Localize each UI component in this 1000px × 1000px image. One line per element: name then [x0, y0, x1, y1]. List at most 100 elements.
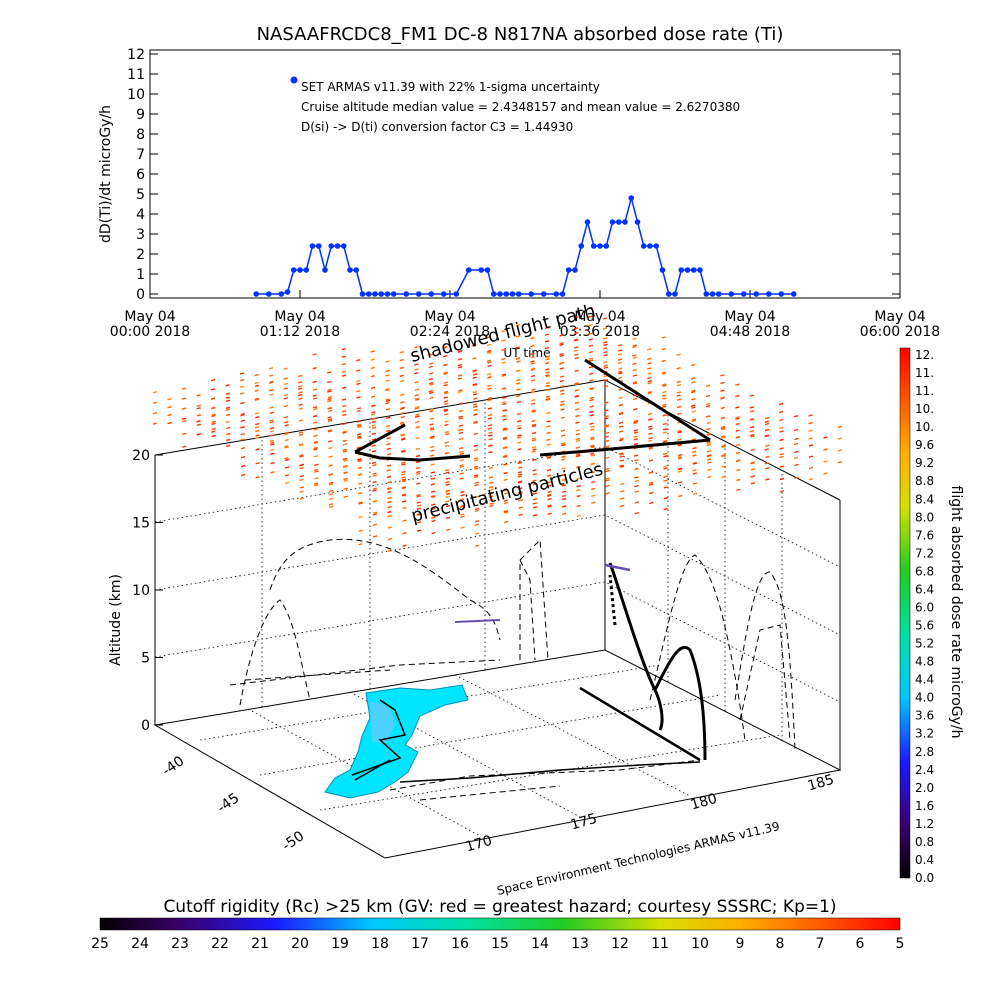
particle-mark — [648, 446, 653, 449]
particle-mark — [443, 396, 448, 399]
particle-mark — [314, 477, 319, 480]
particle-mark — [545, 357, 550, 361]
particle-mark — [402, 544, 407, 547]
particle-mark — [532, 506, 538, 509]
particle-mark — [634, 511, 639, 515]
particle-mark — [518, 466, 523, 469]
particle-mark — [458, 349, 463, 353]
particle-mark — [720, 396, 726, 400]
particle-mark — [313, 421, 318, 424]
particle-mark — [372, 535, 378, 538]
particle-mark — [182, 432, 187, 436]
particle-mark — [472, 383, 478, 386]
particle-mark — [779, 477, 785, 481]
particle-mark — [445, 528, 451, 532]
particle-mark — [414, 354, 419, 358]
particle-mark — [489, 504, 494, 508]
particle-mark — [677, 470, 683, 473]
particle-mark — [371, 449, 377, 453]
particle-mark — [633, 438, 638, 441]
particle-mark — [372, 487, 377, 490]
particle-mark — [691, 389, 696, 392]
particle-mark — [460, 490, 465, 494]
particle-mark — [443, 390, 449, 394]
particle-mark — [691, 406, 696, 409]
particle-mark — [706, 402, 711, 406]
particle-mark — [270, 443, 275, 446]
particle-mark — [489, 486, 494, 489]
particle-mark — [721, 455, 727, 458]
particle-mark — [517, 427, 522, 430]
particle-mark — [428, 362, 434, 365]
particle-mark — [501, 400, 507, 404]
particle-mark — [574, 356, 579, 360]
particle-mark — [487, 376, 492, 379]
particle-mark — [544, 326, 550, 330]
data-point — [353, 267, 360, 273]
particle-mark — [561, 473, 567, 477]
particle-mark — [489, 481, 494, 484]
particle-mark — [240, 473, 246, 477]
particle-mark — [618, 376, 623, 380]
particle-mark — [793, 428, 799, 432]
particle-mark — [532, 479, 537, 482]
particle-mark — [430, 483, 436, 486]
particle-mark — [633, 407, 638, 411]
particle-mark — [721, 427, 726, 431]
particle-mark — [269, 406, 274, 409]
particle-mark — [560, 384, 565, 388]
particle-mark — [269, 419, 274, 422]
particle-mark — [430, 428, 435, 431]
particle-mark — [386, 452, 392, 456]
particle-mark — [706, 415, 711, 418]
particle-mark — [765, 466, 770, 470]
data-point — [572, 267, 578, 273]
particle-mark — [518, 480, 523, 483]
data-point — [497, 291, 503, 297]
particle-mark — [415, 447, 420, 451]
particle-mark — [472, 376, 477, 379]
particle-mark — [240, 455, 246, 459]
particle-mark — [545, 375, 551, 378]
particle-mark — [603, 351, 608, 354]
particle-mark — [328, 483, 334, 486]
longitude-tick-label: 170 — [464, 833, 494, 856]
particle-mark — [343, 495, 348, 498]
cutoff-rigidity-ticks: 25 24 23 22 21 20 19 18 17 16 15 14 13 12 11 10 9 8 7 6 5 — [91, 936, 904, 952]
particle-mark — [576, 489, 581, 492]
particle-mark — [342, 450, 348, 453]
particle-mark — [328, 440, 333, 443]
particle-mark — [764, 462, 769, 465]
particle-mark — [284, 481, 290, 485]
particle-mark — [605, 484, 610, 488]
particle-mark — [602, 347, 608, 350]
particle-mark — [254, 381, 259, 385]
particle-mark — [676, 391, 682, 394]
particle-mark — [458, 402, 463, 405]
particle-mark — [633, 454, 639, 457]
particle-mark — [387, 490, 392, 494]
particle-mark — [589, 387, 595, 391]
particle-mark — [240, 414, 245, 417]
data-point — [753, 291, 760, 297]
particle-mark — [647, 372, 652, 375]
particle-mark — [661, 348, 666, 351]
particle-mark — [268, 388, 274, 392]
particle-mark — [661, 359, 666, 363]
top-y-tick-label: 3 — [136, 227, 145, 243]
particle-mark — [706, 458, 712, 461]
particle-mark — [590, 471, 596, 474]
longitude-tick-label: 180 — [689, 791, 719, 814]
particle-mark — [443, 381, 449, 384]
particle-mark — [269, 411, 274, 415]
particle-mark — [460, 494, 465, 497]
particle-mark — [676, 405, 682, 409]
particle-mark — [516, 400, 522, 404]
particle-mark — [371, 417, 376, 421]
particle-mark — [662, 414, 667, 417]
particle-mark — [299, 463, 305, 467]
particle-mark — [648, 418, 653, 421]
particle-mark — [530, 390, 536, 394]
particle-mark — [532, 469, 537, 472]
